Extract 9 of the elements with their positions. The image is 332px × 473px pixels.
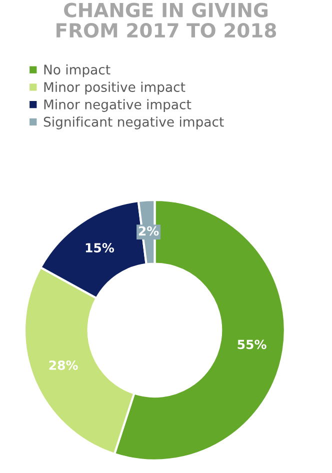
legend-label: Minor negative impact	[44, 99, 192, 112]
legend-label: Significant negative impact	[44, 116, 224, 130]
data-label: 2%	[138, 226, 159, 236]
legend-label: No impact	[44, 64, 110, 78]
data-label: 15%	[86, 243, 114, 252]
data-label: 28%	[49, 360, 78, 370]
chart-title: CHANGE IN GIVING FROM 2017 TO 2018	[56, 2, 276, 38]
data-label: 55%	[238, 340, 266, 350]
legend-label: Minor positive impact	[44, 82, 186, 95]
